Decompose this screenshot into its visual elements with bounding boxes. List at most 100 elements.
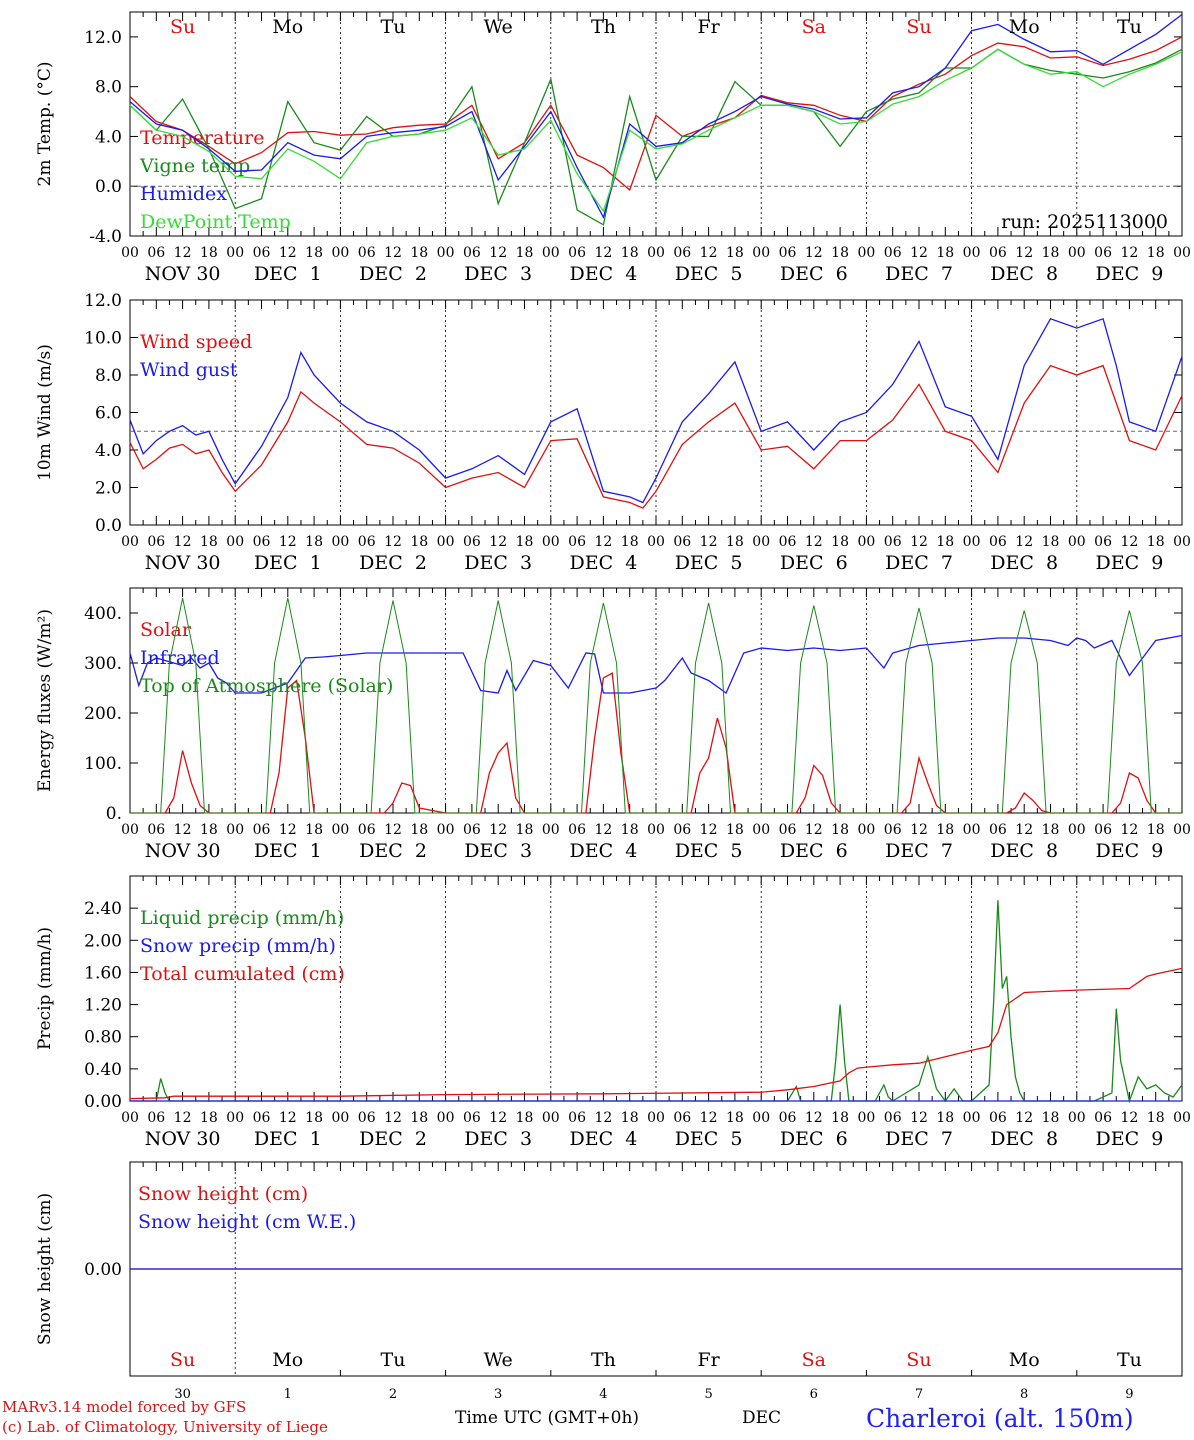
date-label: DEC 2	[359, 263, 427, 285]
y-tick-label: 2.0	[95, 479, 122, 499]
y-axis-label: 2m Temp. (°C)	[35, 61, 55, 186]
meteogram-figure: -4.00.04.08.012.02m Temp. (°C) Temperatur…	[35, 11, 1191, 1398]
legend-entry: Humidex	[140, 183, 227, 205]
hour-tick-label: 12	[594, 822, 612, 838]
weekday-label: Mo	[1009, 16, 1040, 38]
legend-entry: Liquid precip (mm/h)	[140, 907, 344, 929]
date-label: DEC 8	[990, 552, 1058, 574]
hour-tick-label: 18	[831, 822, 849, 838]
hour-tick-label: 06	[358, 245, 376, 261]
date-label: NOV 30	[145, 263, 221, 285]
hour-tick-label: 12	[1015, 245, 1033, 261]
hour-tick-label: 12	[910, 534, 928, 550]
date-label: DEC 9	[1095, 1128, 1163, 1150]
hour-tick-label: 18	[200, 245, 218, 261]
hour-tick-label: 06	[358, 1110, 376, 1126]
hour-tick-label: 18	[1147, 534, 1165, 550]
hour-tick-label: 00	[1068, 245, 1086, 261]
hour-tick-label: 12	[1120, 1110, 1138, 1126]
panel-energy: 0. 100. 200. 300. 400. Energy fluxes (W/m²) So…	[35, 587, 1191, 862]
hour-tick-label: 06	[253, 245, 271, 261]
hour-tick-label: 18	[1042, 245, 1060, 261]
day-number-label: 1	[284, 1387, 292, 1398]
date-label: DEC 4	[569, 552, 637, 574]
weekday-label: Mo	[1009, 1349, 1040, 1371]
legend-entry: Snow height (cm)	[138, 1183, 308, 1205]
hour-tick-label: 00	[437, 245, 455, 261]
hour-tick-label: 12	[910, 822, 928, 838]
lab-credit: (c) Lab. of Climatology, University of L…	[2, 1418, 328, 1436]
day-number-label: 2	[389, 1387, 397, 1398]
hour-tick-label: 00	[542, 822, 560, 838]
hour-tick-label: 00	[647, 1110, 665, 1126]
date-label: DEC 2	[359, 552, 427, 574]
hour-tick-label: 18	[831, 1110, 849, 1126]
hour-tick-label: 00	[752, 822, 770, 838]
date-label: DEC 5	[675, 552, 743, 574]
hour-tick-label: 06	[1094, 822, 1112, 838]
hour-tick-label: 18	[621, 534, 639, 550]
hour-tick-label: 18	[1147, 245, 1165, 261]
hour-tick-label: 00	[437, 822, 455, 838]
hour-tick-label: 06	[884, 1110, 902, 1126]
panel-snow: 0.00 Snow height (cm) Snow height (cm) Snow…	[35, 1161, 1183, 1377]
hour-tick-label: 12	[1120, 534, 1138, 550]
hour-tick-label: 06	[463, 822, 481, 838]
weekday-label: Sa	[802, 1349, 826, 1371]
date-label: DEC 8	[990, 263, 1058, 285]
day-number-label: 4	[599, 1387, 607, 1398]
y-tick-label: 0.0	[95, 177, 122, 197]
y-tick-label: 8.0	[95, 78, 122, 98]
hour-tick-label: 06	[568, 822, 586, 838]
day-number-label: 6	[810, 1387, 818, 1398]
hour-tick-label: 18	[936, 534, 954, 550]
hour-tick-label: 12	[1015, 534, 1033, 550]
date-label: DEC 3	[464, 1128, 532, 1150]
hour-tick-label: 18	[831, 534, 849, 550]
y-tick-label: -4.0	[89, 227, 122, 247]
hour-tick-label: 00	[647, 534, 665, 550]
hour-tick-label: 06	[989, 534, 1007, 550]
legend-entry: Top of Atmosphere (Solar)	[140, 675, 393, 697]
date-label: DEC 4	[569, 1128, 637, 1150]
hour-tick-label: 18	[726, 1110, 744, 1126]
hour-tick-label: 00	[542, 1110, 560, 1126]
date-label: DEC 5	[675, 840, 743, 862]
footer: MARv3.14 model forced by GFS (c) Lab. of…	[0, 1398, 1194, 1440]
date-label: DEC 6	[780, 1128, 848, 1150]
hour-tick-label: 06	[989, 1110, 1007, 1126]
series-line-humidex	[129, 13, 1183, 220]
y-tick-label: 0.40	[84, 1060, 122, 1080]
date-label: DEC 2	[359, 1128, 427, 1150]
hour-tick-label: 00	[121, 534, 139, 550]
date-label: DEC 3	[464, 552, 532, 574]
weekday-label: Th	[591, 1349, 616, 1371]
hour-tick-label: 18	[516, 534, 534, 550]
legend-entry: Wind speed	[140, 331, 252, 353]
hour-tick-label: 06	[568, 245, 586, 261]
hour-tick-label: 18	[516, 822, 534, 838]
hour-tick-label: 18	[410, 245, 428, 261]
date-label: DEC 6	[780, 263, 848, 285]
hour-tick-label: 18	[410, 534, 428, 550]
hour-tick-label: 18	[200, 1110, 218, 1126]
weekday-label: Fr	[697, 16, 720, 38]
hour-tick-label: 18	[1042, 822, 1060, 838]
hour-tick-label: 06	[147, 1110, 165, 1126]
month-label: DEC	[742, 1408, 782, 1428]
hour-tick-label: 18	[305, 1110, 323, 1126]
model-credit: MARv3.14 model forced by GFS	[2, 1398, 247, 1416]
weekday-label: Tu	[1117, 16, 1142, 38]
y-axis-label: Precip (mm/h)	[35, 927, 55, 1050]
date-label: DEC 3	[464, 840, 532, 862]
y-tick-label: 0.80	[84, 1028, 122, 1048]
hour-tick-label: 12	[700, 534, 718, 550]
legend-entry: Solar	[140, 619, 192, 641]
y-tick-label: 0.00	[84, 1260, 122, 1280]
hour-tick-label: 18	[936, 822, 954, 838]
hour-tick-label: 06	[673, 245, 691, 261]
y-tick-label: 1.60	[84, 963, 122, 983]
y-tick-label: 0.0	[95, 516, 122, 536]
y-axis-label: 10m Wind (m/s)	[35, 344, 55, 481]
hour-tick-label: 06	[1094, 534, 1112, 550]
